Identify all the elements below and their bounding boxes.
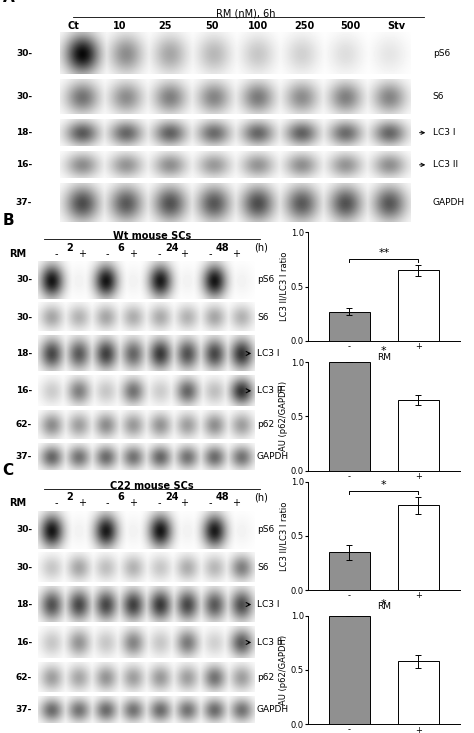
Text: A: A xyxy=(3,0,14,5)
Text: 62-: 62- xyxy=(16,672,32,682)
Text: 18-: 18- xyxy=(16,600,32,609)
Text: 2: 2 xyxy=(66,493,73,502)
Text: LC3 II: LC3 II xyxy=(257,638,282,647)
Text: -: - xyxy=(157,249,161,259)
Text: +: + xyxy=(181,498,188,509)
Text: 2: 2 xyxy=(66,243,73,253)
Text: (h): (h) xyxy=(254,243,268,253)
X-axis label: RM: RM xyxy=(377,602,391,611)
Text: 16-: 16- xyxy=(16,386,32,395)
Text: *: * xyxy=(381,599,387,609)
Text: -: - xyxy=(208,498,212,509)
Bar xyxy=(398,400,439,471)
Text: **: ** xyxy=(378,248,390,259)
Text: 48: 48 xyxy=(216,493,229,502)
Text: 62-: 62- xyxy=(16,420,32,430)
Bar xyxy=(329,616,370,724)
Text: p62: p62 xyxy=(257,420,274,430)
Text: LC3 I: LC3 I xyxy=(257,349,279,358)
Text: +: + xyxy=(78,249,86,259)
Bar xyxy=(329,362,370,471)
Text: p62: p62 xyxy=(257,672,274,682)
Text: RM: RM xyxy=(9,498,27,509)
Text: 30-: 30- xyxy=(16,48,32,58)
Text: -: - xyxy=(208,249,212,259)
Bar xyxy=(398,661,439,724)
Text: (h): (h) xyxy=(254,493,268,502)
Text: LC3 I: LC3 I xyxy=(257,600,279,609)
Text: 18-: 18- xyxy=(16,349,32,358)
Text: Stv: Stv xyxy=(387,21,405,32)
Text: 18-: 18- xyxy=(16,128,32,137)
Text: LC3 II: LC3 II xyxy=(257,386,282,395)
Text: +: + xyxy=(129,498,137,509)
Text: 24: 24 xyxy=(165,493,178,502)
Text: 6: 6 xyxy=(117,493,124,502)
Text: S6: S6 xyxy=(257,563,268,572)
Text: S6: S6 xyxy=(257,313,268,322)
Y-axis label: AU (p62/GAPDH): AU (p62/GAPDH) xyxy=(279,381,288,452)
Text: 48: 48 xyxy=(216,243,229,253)
Text: Wt mouse SCs: Wt mouse SCs xyxy=(112,232,191,241)
Text: GAPDH: GAPDH xyxy=(257,452,289,461)
Text: RM: RM xyxy=(9,249,27,259)
Text: RM (nM), 6h: RM (nM), 6h xyxy=(216,8,276,18)
Text: 500: 500 xyxy=(340,21,360,32)
Text: 16-: 16- xyxy=(16,161,32,169)
Text: -: - xyxy=(55,249,58,259)
Text: 16-: 16- xyxy=(16,638,32,647)
X-axis label: RM: RM xyxy=(377,482,391,491)
Text: 250: 250 xyxy=(294,21,314,32)
Y-axis label: AU (p62/GAPDH): AU (p62/GAPDH) xyxy=(279,635,288,705)
Text: pS6: pS6 xyxy=(257,276,274,284)
Text: 100: 100 xyxy=(248,21,268,32)
Text: +: + xyxy=(129,249,137,259)
Text: 24: 24 xyxy=(165,243,178,253)
Text: +: + xyxy=(78,498,86,509)
Text: 37-: 37- xyxy=(16,452,32,461)
Text: 37-: 37- xyxy=(16,198,32,207)
Text: 50: 50 xyxy=(205,21,219,32)
Text: 30-: 30- xyxy=(16,313,32,322)
Text: B: B xyxy=(2,213,14,229)
Text: S6: S6 xyxy=(433,92,444,101)
Bar xyxy=(398,506,439,590)
Text: Ct: Ct xyxy=(67,21,79,32)
Text: 6: 6 xyxy=(117,243,124,253)
Text: 30-: 30- xyxy=(16,563,32,572)
Bar xyxy=(398,270,439,341)
Text: -: - xyxy=(55,498,58,509)
Text: *: * xyxy=(381,480,387,490)
Text: LC3 II: LC3 II xyxy=(433,161,458,169)
Text: pS6: pS6 xyxy=(433,48,450,58)
Text: 30-: 30- xyxy=(16,276,32,284)
Text: 25: 25 xyxy=(159,21,172,32)
Text: -: - xyxy=(106,498,109,509)
Text: LC3 I: LC3 I xyxy=(433,128,455,137)
X-axis label: RM: RM xyxy=(377,353,391,361)
Bar xyxy=(329,312,370,341)
Y-axis label: LC3 II/LC3 I ratio: LC3 II/LC3 I ratio xyxy=(279,501,288,570)
Text: C: C xyxy=(2,463,13,478)
Bar xyxy=(329,552,370,590)
Text: GAPDH: GAPDH xyxy=(257,705,289,714)
Text: +: + xyxy=(232,498,239,509)
Text: 30-: 30- xyxy=(16,526,32,534)
Text: GAPDH: GAPDH xyxy=(433,198,465,207)
Text: 30-: 30- xyxy=(16,92,32,101)
Text: 37-: 37- xyxy=(16,705,32,714)
Text: -: - xyxy=(106,249,109,259)
Text: +: + xyxy=(181,249,188,259)
Text: 10: 10 xyxy=(113,21,126,32)
Text: C22 mouse SCs: C22 mouse SCs xyxy=(110,481,193,490)
Text: pS6: pS6 xyxy=(257,526,274,534)
Text: *: * xyxy=(381,345,387,356)
Y-axis label: LC3 II/LC3 I ratio: LC3 II/LC3 I ratio xyxy=(279,252,288,321)
Text: -: - xyxy=(157,498,161,509)
Text: +: + xyxy=(232,249,239,259)
